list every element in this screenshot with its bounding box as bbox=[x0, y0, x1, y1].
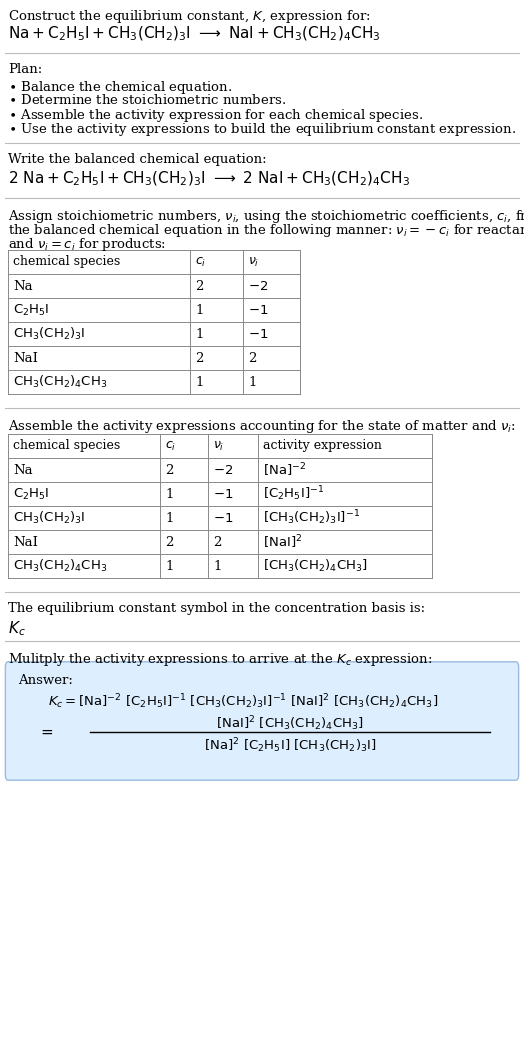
Text: $\nu_i$: $\nu_i$ bbox=[248, 255, 259, 269]
Text: 1: 1 bbox=[195, 304, 203, 316]
Text: Assign stoichiometric numbers, $\nu_i$, using the stoichiometric coefficients, $: Assign stoichiometric numbers, $\nu_i$, … bbox=[8, 208, 524, 225]
Text: $\mathrm{Na + C_2H_5I + CH_3(CH_2)_3I}\ \longrightarrow\ \mathrm{NaI + CH_3(CH_2: $\mathrm{Na + C_2H_5I + CH_3(CH_2)_3I}\ … bbox=[8, 25, 380, 44]
Text: 1: 1 bbox=[248, 375, 256, 389]
Text: chemical species: chemical species bbox=[13, 440, 120, 452]
Text: $\nu_i$: $\nu_i$ bbox=[213, 440, 224, 452]
Text: 1: 1 bbox=[195, 328, 203, 340]
Text: $\bullet$ Assemble the activity expression for each chemical species.: $\bullet$ Assemble the activity expressi… bbox=[8, 107, 423, 124]
Text: $\bullet$ Balance the chemical equation.: $\bullet$ Balance the chemical equation. bbox=[8, 79, 233, 96]
Text: $\mathrm{C_2H_5I}$: $\mathrm{C_2H_5I}$ bbox=[13, 486, 49, 502]
Text: $K_c = [\mathrm{Na}]^{-2}\ [\mathrm{C_2H_5I}]^{-1}\ [\mathrm{CH_3(CH_2)_3I}]^{-1: $K_c = [\mathrm{Na}]^{-2}\ [\mathrm{C_2H… bbox=[48, 692, 438, 710]
Text: NaI: NaI bbox=[13, 352, 38, 364]
Text: $-1$: $-1$ bbox=[248, 304, 268, 316]
Text: $-1$: $-1$ bbox=[248, 328, 268, 340]
Text: Construct the equilibrium constant, $K$, expression for:: Construct the equilibrium constant, $K$,… bbox=[8, 8, 370, 25]
Text: $-1$: $-1$ bbox=[213, 511, 233, 525]
Text: $=$: $=$ bbox=[38, 725, 54, 739]
Text: $\bullet$ Determine the stoichiometric numbers.: $\bullet$ Determine the stoichiometric n… bbox=[8, 93, 286, 107]
Text: 1: 1 bbox=[165, 487, 173, 501]
Text: the balanced chemical equation in the following manner: $\nu_i = -c_i$ for react: the balanced chemical equation in the fo… bbox=[8, 222, 524, 239]
Text: $\mathrm{CH_3(CH_2)_3I}$: $\mathrm{CH_3(CH_2)_3I}$ bbox=[13, 510, 85, 526]
Text: The equilibrium constant symbol in the concentration basis is:: The equilibrium constant symbol in the c… bbox=[8, 602, 425, 615]
Text: Assemble the activity expressions accounting for the state of matter and $\nu_i$: Assemble the activity expressions accoun… bbox=[8, 418, 516, 435]
Text: Mulitply the activity expressions to arrive at the $K_c$ expression:: Mulitply the activity expressions to arr… bbox=[8, 651, 432, 668]
Text: 2: 2 bbox=[195, 280, 203, 292]
Text: Plan:: Plan: bbox=[8, 63, 42, 76]
Text: Na: Na bbox=[13, 280, 32, 292]
Text: NaI: NaI bbox=[13, 535, 38, 549]
Text: $c_i$: $c_i$ bbox=[165, 440, 176, 452]
Text: and $\nu_i = c_i$ for products:: and $\nu_i = c_i$ for products: bbox=[8, 236, 166, 253]
Text: $\bullet$ Use the activity expressions to build the equilibrium constant express: $\bullet$ Use the activity expressions t… bbox=[8, 121, 516, 138]
Text: 1: 1 bbox=[213, 560, 221, 572]
Text: $\mathrm{CH_3(CH_2)_4CH_3}$: $\mathrm{CH_3(CH_2)_4CH_3}$ bbox=[13, 374, 107, 390]
Text: 2: 2 bbox=[213, 535, 221, 549]
Text: $c_i$: $c_i$ bbox=[195, 255, 206, 269]
Text: 2: 2 bbox=[195, 352, 203, 364]
Text: $[\mathrm{CH_3(CH_2)_4CH_3}]$: $[\mathrm{CH_3(CH_2)_4CH_3}]$ bbox=[263, 558, 368, 574]
Text: $\mathrm{CH_3(CH_2)_4CH_3}$: $\mathrm{CH_3(CH_2)_4CH_3}$ bbox=[13, 558, 107, 574]
Text: chemical species: chemical species bbox=[13, 255, 120, 269]
Text: 2: 2 bbox=[248, 352, 256, 364]
Text: $K_c$: $K_c$ bbox=[8, 619, 26, 638]
Text: $[\mathrm{NaI}]^{2}\ [\mathrm{CH_3(CH_2)_4CH_3}]$: $[\mathrm{NaI}]^{2}\ [\mathrm{CH_3(CH_2)… bbox=[216, 714, 364, 733]
Text: $\mathrm{CH_3(CH_2)_3I}$: $\mathrm{CH_3(CH_2)_3I}$ bbox=[13, 326, 85, 342]
Text: $-2$: $-2$ bbox=[248, 280, 268, 292]
Text: 1: 1 bbox=[165, 511, 173, 525]
Text: Write the balanced chemical equation:: Write the balanced chemical equation: bbox=[8, 153, 267, 166]
Text: activity expression: activity expression bbox=[263, 440, 382, 452]
Text: $-2$: $-2$ bbox=[213, 464, 233, 476]
Text: 2: 2 bbox=[165, 464, 173, 476]
Text: $[\mathrm{NaI}]^{2}$: $[\mathrm{NaI}]^{2}$ bbox=[263, 533, 302, 551]
FancyBboxPatch shape bbox=[5, 662, 519, 780]
Text: $\mathrm{2\ Na + C_2H_5I + CH_3(CH_2)_3I}\ \longrightarrow\ \mathrm{2\ NaI + CH_: $\mathrm{2\ Na + C_2H_5I + CH_3(CH_2)_3I… bbox=[8, 170, 410, 189]
Text: $[\mathrm{C_2H_5I}]^{-1}$: $[\mathrm{C_2H_5I}]^{-1}$ bbox=[263, 484, 324, 503]
Text: Na: Na bbox=[13, 464, 32, 476]
Text: Answer:: Answer: bbox=[18, 674, 73, 686]
Text: $[\mathrm{Na}]^{-2}$: $[\mathrm{Na}]^{-2}$ bbox=[263, 461, 306, 479]
Text: $-1$: $-1$ bbox=[213, 487, 233, 501]
Text: 2: 2 bbox=[165, 535, 173, 549]
Text: $[\mathrm{CH_3(CH_2)_3I}]^{-1}$: $[\mathrm{CH_3(CH_2)_3I}]^{-1}$ bbox=[263, 509, 360, 528]
Text: 1: 1 bbox=[165, 560, 173, 572]
Text: $[\mathrm{Na}]^{2}\ [\mathrm{C_2H_5I}]\ [\mathrm{CH_3(CH_2)_3I}]$: $[\mathrm{Na}]^{2}\ [\mathrm{C_2H_5I}]\ … bbox=[204, 736, 376, 755]
Text: 1: 1 bbox=[195, 375, 203, 389]
Text: $\mathrm{C_2H_5I}$: $\mathrm{C_2H_5I}$ bbox=[13, 303, 49, 317]
